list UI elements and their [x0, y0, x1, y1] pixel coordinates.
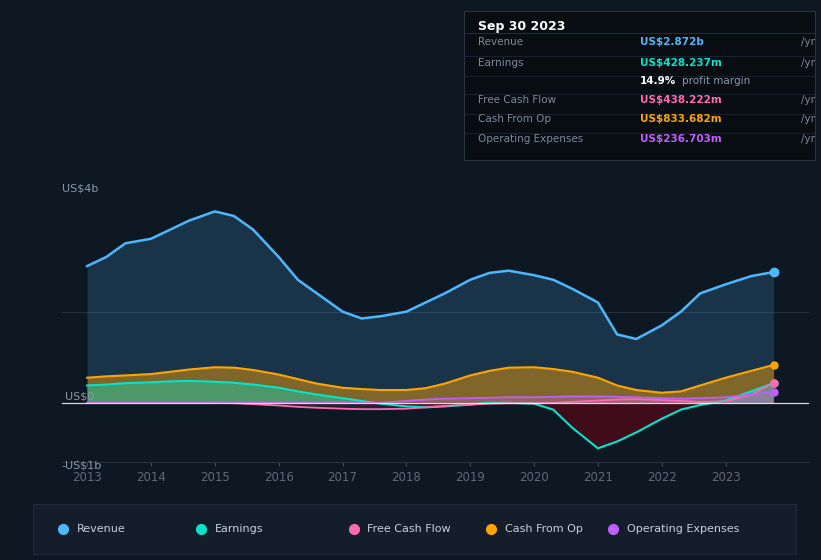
Text: Earnings: Earnings — [478, 58, 524, 68]
Text: Cash From Op: Cash From Op — [478, 114, 551, 124]
Text: Operating Expenses: Operating Expenses — [478, 134, 583, 143]
Text: Revenue: Revenue — [478, 37, 523, 47]
Text: Cash From Op: Cash From Op — [505, 524, 583, 534]
Text: profit margin: profit margin — [681, 76, 750, 86]
Text: /yr: /yr — [801, 134, 815, 143]
Text: US$2.872b: US$2.872b — [640, 37, 704, 47]
Text: /yr: /yr — [801, 37, 815, 47]
Text: US$428.237m: US$428.237m — [640, 58, 722, 68]
Text: /yr: /yr — [801, 114, 815, 124]
Text: 14.9%: 14.9% — [640, 76, 676, 86]
Text: US$4b: US$4b — [62, 183, 98, 193]
Text: US$0: US$0 — [65, 391, 94, 402]
Text: Free Cash Flow: Free Cash Flow — [367, 524, 451, 534]
Text: /yr: /yr — [801, 58, 815, 68]
Text: US$438.222m: US$438.222m — [640, 95, 722, 105]
Text: Free Cash Flow: Free Cash Flow — [478, 95, 556, 105]
Text: /yr: /yr — [801, 95, 815, 105]
Text: Sep 30 2023: Sep 30 2023 — [478, 20, 566, 33]
Text: -US$1b: -US$1b — [62, 461, 102, 471]
Text: US$833.682m: US$833.682m — [640, 114, 721, 124]
Text: Earnings: Earnings — [214, 524, 263, 534]
Text: Operating Expenses: Operating Expenses — [627, 524, 739, 534]
Text: US$236.703m: US$236.703m — [640, 134, 722, 143]
Text: Revenue: Revenue — [77, 524, 126, 534]
